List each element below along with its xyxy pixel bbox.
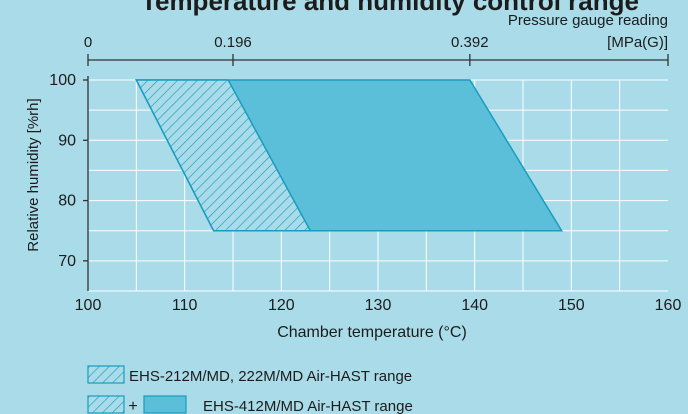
y-tick-label: 70	[58, 253, 76, 270]
x-tick-label: 110	[172, 297, 198, 314]
ticks: 0 0.196 0.392 100 110 120 130 140 150 160 70 80 90 10…	[49, 34, 681, 314]
legend: EHS-212M/MD, 222M/MD Air-HAST range + EH…	[87, 365, 413, 414]
x-tick-label: 160	[655, 297, 682, 314]
legend-swatch-hatched-1	[87, 365, 125, 384]
top-axis-tick-label: 0.392	[451, 34, 489, 51]
y-tick-label: 90	[58, 132, 76, 149]
region-ehs-212-hatch	[135, 79, 312, 232]
x-tick-label: 150	[558, 297, 585, 314]
legend-plus: +	[128, 398, 137, 414]
legend-label-1: EHS-212M/MD, 222M/MD Air-HAST range	[129, 368, 412, 385]
y-axis-label: Relative humidity [%rh]	[25, 98, 42, 251]
legend-swatch-hatched-2	[87, 395, 125, 414]
legend-label-2: EHS-412M/MD Air-HAST range	[203, 398, 413, 414]
x-axis-label: Chamber temperature (°C)	[277, 324, 467, 341]
x-tick-label: 130	[365, 297, 392, 314]
legend-swatch-filled-2	[143, 395, 187, 414]
chart-title: Temperature and humidity control range	[141, 0, 639, 16]
top-axis-label-line1: Pressure gauge reading	[508, 12, 668, 29]
x-tick-label: 120	[268, 297, 295, 314]
x-tick-label: 100	[75, 297, 102, 314]
y-tick-label: 80	[58, 193, 76, 210]
top-axis-label-line2: [MPa(G)]	[607, 34, 668, 51]
top-axis-tick-label: 0	[84, 34, 92, 51]
top-axis-tick-label: 0.196	[214, 34, 252, 51]
y-tick-label: 100	[49, 72, 76, 89]
regions	[135, 79, 564, 232]
x-tick-label: 140	[461, 297, 488, 314]
axes	[87, 54, 669, 291]
